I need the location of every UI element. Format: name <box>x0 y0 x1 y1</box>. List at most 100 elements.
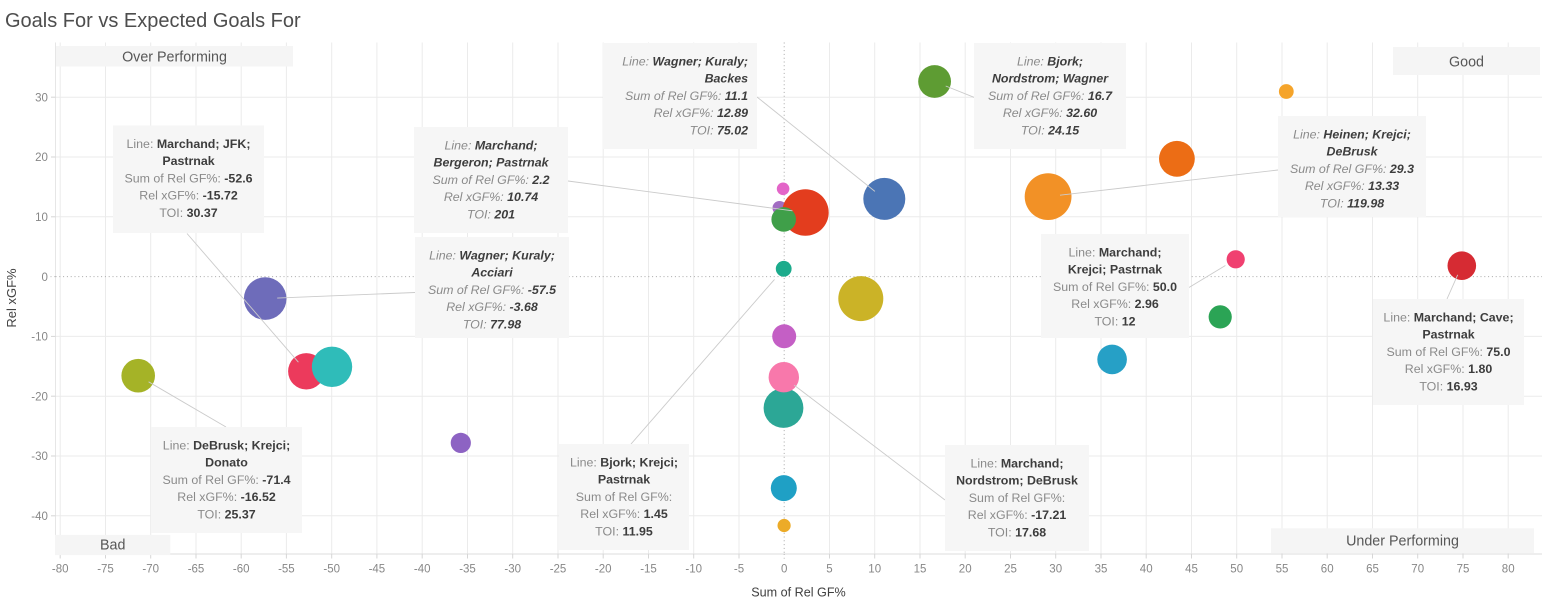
svg-text:TOI: 201: TOI: 201 <box>467 208 515 222</box>
svg-text:Sum of Rel GF%: -52.6: Sum of Rel GF%: -52.6 <box>124 171 252 185</box>
svg-text:50: 50 <box>1230 564 1243 576</box>
svg-text:Sum of Rel GF%: 11.1: Sum of Rel GF%: 11.1 <box>625 89 748 103</box>
svg-text:Line: Marchand;: Line: Marchand; <box>971 456 1064 470</box>
svg-text:Bad: Bad <box>100 538 125 554</box>
svg-text:Sum of Rel GF%: 75.0: Sum of Rel GF%: 75.0 <box>1387 345 1511 359</box>
svg-text:35: 35 <box>1095 564 1108 576</box>
svg-text:20: 20 <box>959 564 972 576</box>
svg-text:Pastrnak: Pastrnak <box>1422 328 1474 342</box>
svg-text:Sum of Rel GF%: Sum of Rel GF% <box>751 586 845 600</box>
svg-text:-40: -40 <box>414 564 431 576</box>
svg-text:Sum of Rel GF%:: Sum of Rel GF%: <box>969 491 1065 505</box>
svg-text:70: 70 <box>1411 564 1424 576</box>
svg-text:TOI: 77.98: TOI: 77.98 <box>463 318 521 332</box>
svg-text:0: 0 <box>781 564 787 576</box>
svg-text:Nordstrom; DeBrusk: Nordstrom; DeBrusk <box>956 474 1078 488</box>
svg-text:60: 60 <box>1321 564 1334 576</box>
svg-text:Over Performing: Over Performing <box>122 50 227 66</box>
svg-text:-10: -10 <box>685 564 702 576</box>
svg-text:Rel xGF%: -17.21: Rel xGF%: -17.21 <box>968 508 1067 522</box>
svg-text:-10: -10 <box>31 332 48 344</box>
svg-text:Line: Marchand; JFK;: Line: Marchand; JFK; <box>127 137 251 151</box>
svg-text:TOI: 12: TOI: 12 <box>1094 315 1135 329</box>
svg-text:-45: -45 <box>369 564 386 576</box>
svg-text:10: 10 <box>868 564 881 576</box>
svg-text:Pastrnak: Pastrnak <box>598 473 650 487</box>
svg-text:-70: -70 <box>142 564 159 576</box>
svg-text:75: 75 <box>1457 564 1470 576</box>
svg-text:Line: Heinen; Krejci;: Line: Heinen; Krejci; <box>1293 127 1411 141</box>
svg-text:Line: Bjork; Krejci;: Line: Bjork; Krejci; <box>570 455 678 469</box>
svg-text:-40: -40 <box>31 511 48 523</box>
svg-text:-5: -5 <box>734 564 744 576</box>
svg-text:Rel xGF%: 12.89: Rel xGF%: 12.89 <box>654 106 748 120</box>
svg-text:Sum of Rel GF%: 50.0: Sum of Rel GF%: 50.0 <box>1053 280 1177 294</box>
svg-text:Pastrnak: Pastrnak <box>162 154 214 168</box>
svg-text:TOI: 75.02: TOI: 75.02 <box>690 124 748 138</box>
svg-text:Nordstrom; Wagner: Nordstrom; Wagner <box>992 72 1109 86</box>
svg-text:Sum of Rel GF%:: Sum of Rel GF%: <box>576 490 672 504</box>
svg-text:45: 45 <box>1185 564 1198 576</box>
svg-text:-35: -35 <box>459 564 476 576</box>
svg-text:Good: Good <box>1449 55 1484 71</box>
svg-text:TOI: 11.95: TOI: 11.95 <box>595 525 653 539</box>
svg-text:-80: -80 <box>52 564 69 576</box>
svg-text:20: 20 <box>35 152 48 164</box>
svg-text:Line: Marchand;: Line: Marchand; <box>1069 245 1162 259</box>
svg-text:40: 40 <box>1140 564 1153 576</box>
svg-text:Under Performing: Under Performing <box>1346 533 1459 549</box>
svg-text:25: 25 <box>1004 564 1017 576</box>
svg-text:Rel xGF%: -16.52: Rel xGF%: -16.52 <box>177 490 276 504</box>
svg-text:Rel xGF%: 2.96: Rel xGF%: 2.96 <box>1071 297 1159 311</box>
svg-text:Rel xGF%: 13.33: Rel xGF%: 13.33 <box>1305 179 1399 193</box>
svg-text:Rel xGF%: -3.68: Rel xGF%: -3.68 <box>446 300 538 314</box>
svg-text:Krejci; Pastrnak: Krejci; Pastrnak <box>1068 263 1162 277</box>
svg-text:Sum of Rel GF%: 2.2: Sum of Rel GF%: 2.2 <box>432 173 549 187</box>
svg-text:Line: DeBrusk; Krejci;: Line: DeBrusk; Krejci; <box>163 438 290 452</box>
svg-text:-30: -30 <box>504 564 521 576</box>
svg-text:Sum of Rel GF%: -71.4: Sum of Rel GF%: -71.4 <box>162 473 290 487</box>
svg-text:-25: -25 <box>550 564 567 576</box>
svg-text:Rel xGF%: Rel xGF% <box>4 268 19 328</box>
svg-text:Goals For vs Expected Goals Fo: Goals For vs Expected Goals For <box>5 10 301 32</box>
svg-text:Rel xGF%: 32.60: Rel xGF%: 32.60 <box>1003 106 1097 120</box>
svg-text:Rel xGF%: -15.72: Rel xGF%: -15.72 <box>139 189 238 203</box>
svg-text:Sum of Rel GF%: 29.3: Sum of Rel GF%: 29.3 <box>1290 162 1414 176</box>
svg-text:15: 15 <box>914 564 927 576</box>
svg-text:-50: -50 <box>323 564 340 576</box>
svg-text:Donato: Donato <box>205 456 248 470</box>
svg-text:TOI: 24.15: TOI: 24.15 <box>1021 124 1080 138</box>
svg-text:Backes: Backes <box>705 72 749 86</box>
svg-text:DeBrusk: DeBrusk <box>1327 145 1379 159</box>
svg-text:-65: -65 <box>188 564 205 576</box>
svg-text:Sum of Rel GF%: 16.7: Sum of Rel GF%: 16.7 <box>988 89 1113 103</box>
svg-text:5: 5 <box>826 564 832 576</box>
svg-text:-30: -30 <box>31 451 48 463</box>
svg-text:TOI: 16.93: TOI: 16.93 <box>1419 380 1477 394</box>
svg-text:Line: Wagner; Kuraly;: Line: Wagner; Kuraly; <box>429 248 555 262</box>
svg-text:65: 65 <box>1366 564 1379 576</box>
svg-text:Line: Wagner; Kuraly;: Line: Wagner; Kuraly; <box>622 54 748 68</box>
svg-text:Bergeron; Pastrnak: Bergeron; Pastrnak <box>434 156 550 170</box>
svg-text:-20: -20 <box>595 564 612 576</box>
svg-text:55: 55 <box>1276 564 1289 576</box>
svg-text:0: 0 <box>41 272 47 284</box>
svg-text:Rel xGF%: 1.80: Rel xGF%: 1.80 <box>1405 362 1493 376</box>
svg-text:Rel xGF%: 1.45: Rel xGF%: 1.45 <box>580 507 668 521</box>
svg-text:Acciari: Acciari <box>470 266 513 280</box>
svg-text:30: 30 <box>1049 564 1062 576</box>
svg-text:80: 80 <box>1502 564 1515 576</box>
svg-text:TOI: 25.37: TOI: 25.37 <box>197 508 255 522</box>
svg-text:-20: -20 <box>31 391 48 403</box>
svg-text:-15: -15 <box>640 564 657 576</box>
svg-text:-75: -75 <box>97 564 114 576</box>
svg-text:30: 30 <box>35 92 48 104</box>
svg-text:Line: Bjork;: Line: Bjork; <box>1017 54 1083 68</box>
svg-text:Line: Marchand;: Line: Marchand; <box>445 138 538 152</box>
svg-text:Rel xGF%: 10.74: Rel xGF%: 10.74 <box>444 190 538 204</box>
svg-text:TOI: 30.37: TOI: 30.37 <box>159 206 217 220</box>
svg-text:-60: -60 <box>233 564 250 576</box>
svg-text:10: 10 <box>35 212 48 224</box>
svg-text:Line: Marchand; Cave;: Line: Marchand; Cave; <box>1383 310 1513 324</box>
svg-text:TOI: 119.98: TOI: 119.98 <box>1320 197 1384 211</box>
